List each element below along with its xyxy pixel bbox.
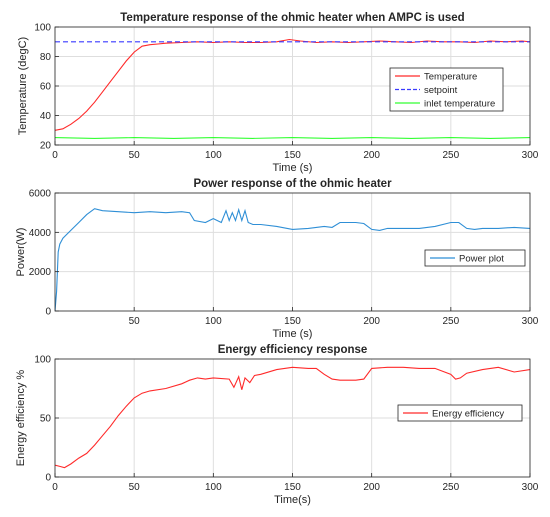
legend-entry: Energy efficiency xyxy=(432,409,504,420)
legend-entry: setpoint xyxy=(424,85,458,96)
x-axis-label: Time (s) xyxy=(273,162,313,174)
x-tick-label: 150 xyxy=(284,316,301,327)
y-tick-label: 4000 xyxy=(29,228,52,239)
x-tick-label: 300 xyxy=(522,150,539,161)
legend: Energy efficiency xyxy=(397,404,523,422)
y-tick-label: 100 xyxy=(34,355,51,366)
legend-entry: inlet temperature xyxy=(424,99,495,110)
x-tick-label: 50 xyxy=(129,316,141,327)
legend: Power plot xyxy=(424,249,526,267)
x-tick-label: 100 xyxy=(205,316,222,327)
x-tick-label: 250 xyxy=(442,316,459,327)
x-tick-label: 0 xyxy=(52,150,58,161)
legend: Temperature setpoint inlet temperature xyxy=(389,67,504,112)
y-tick-label: 40 xyxy=(40,111,52,122)
x-tick-label: 200 xyxy=(363,316,380,327)
series-line-power-plot xyxy=(55,207,530,312)
legend-box xyxy=(424,249,526,267)
x-tick-label: 150 xyxy=(284,150,301,161)
series-line-energy-efficiency xyxy=(55,366,530,469)
x-tick-label: 0 xyxy=(52,482,58,493)
x-tick-label: 300 xyxy=(522,316,539,327)
x-tick-label: 50 xyxy=(129,150,141,161)
chart-panel-1: 0 50 100 150 200 250 300 20 40 60 80 100 Temperature… xyxy=(17,12,539,174)
series-line-temperature xyxy=(55,38,530,131)
y-tick-label: 80 xyxy=(40,52,52,63)
y-tick-label: 0 xyxy=(45,473,51,484)
x-tick-label: 150 xyxy=(284,482,301,493)
y-tick-label: 0 xyxy=(45,307,51,318)
x-axis-label: Time (s) xyxy=(273,328,313,340)
chart-title: Power response of the ohmic heater xyxy=(193,178,392,190)
x-tick-label: 100 xyxy=(205,150,222,161)
x-tick-label: 300 xyxy=(522,482,539,493)
legend-box xyxy=(397,404,523,422)
y-tick-label: 6000 xyxy=(29,189,52,200)
y-tick-label: 20 xyxy=(40,141,52,152)
legend-entry: Temperature xyxy=(424,72,477,83)
y-tick-label: 100 xyxy=(34,23,51,34)
x-tick-label: 250 xyxy=(442,150,459,161)
series-line-inlet-temperature xyxy=(55,137,530,139)
chart-panel-2: 50 100 150 200 250 300 0 2000 4000 6000 Power resp… xyxy=(15,178,539,340)
x-tick-label: 200 xyxy=(363,150,380,161)
x-tick-label: 100 xyxy=(205,482,222,493)
x-tick-label: 50 xyxy=(129,482,141,493)
y-tick-label: 2000 xyxy=(29,267,52,278)
legend-entry: Power plot xyxy=(459,254,504,265)
x-tick-label: 200 xyxy=(363,482,380,493)
x-axis-label: Time(s) xyxy=(274,494,311,506)
chart-panel-3: 0 50 100 150 200 250 300 0 50 100 Energy efficienc… xyxy=(15,344,539,506)
chart-title: Temperature response of the ohmic heater… xyxy=(120,12,464,24)
y-axis-label: Temperature (degC) xyxy=(17,37,29,135)
x-tick-label: 250 xyxy=(442,482,459,493)
y-tick-label: 50 xyxy=(40,414,52,425)
y-axis-label: Energy efficiency % xyxy=(15,370,27,467)
y-tick-label: 60 xyxy=(40,82,52,93)
chart-title: Energy efficiency response xyxy=(218,344,368,356)
y-axis-label: Power(W) xyxy=(15,228,27,277)
